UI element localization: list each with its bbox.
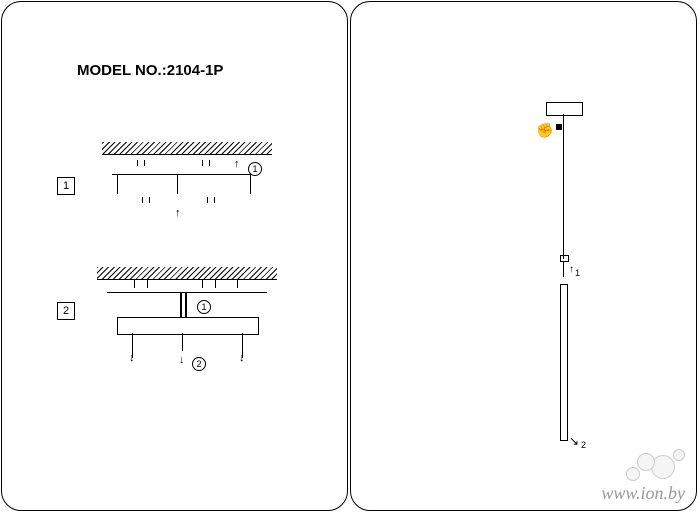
screw [134, 280, 135, 288]
ceiling-hatched-1 [102, 142, 272, 154]
arrow-icon: ↑ [234, 158, 240, 170]
step-2-box: 2 [57, 302, 75, 320]
step2-circle-1: 1 [197, 300, 211, 314]
cable-connector [560, 255, 569, 262]
mount-bar-1 [112, 174, 252, 175]
page2-label-1: 1 [575, 268, 580, 278]
hanger [250, 174, 251, 194]
screw [215, 280, 216, 288]
screw-tick [202, 160, 203, 166]
step-1-box: 1 [57, 177, 75, 195]
page-1: MODEL NO.:2104-1P 1 ↑ 1 ↑ 2 [1, 1, 348, 511]
screw-tick [137, 160, 138, 166]
screw [237, 280, 238, 288]
arrow-icon: ↑ [175, 207, 181, 219]
instruction-pages: MODEL NO.:2104-1P 1 ↑ 1 ↑ 2 [0, 0, 700, 514]
center-stem [180, 292, 182, 317]
mount-bar-2 [107, 292, 267, 293]
curve-arrow-icon: ↘ [569, 434, 579, 448]
ceiling-hatched-2 [97, 267, 277, 279]
canopy-box [117, 317, 259, 335]
ceiling-canopy [546, 102, 583, 116]
arrow-icon: ↑ [569, 264, 574, 275]
tick [142, 197, 143, 203]
tick [149, 197, 150, 203]
hanger [177, 174, 178, 194]
screw [147, 280, 148, 288]
ceiling-line-1 [102, 154, 272, 155]
center-drop [182, 333, 183, 351]
watermark-text: www.ion.by [601, 483, 685, 504]
page-2: ✊ ↑ 1 ↘ 2 [350, 1, 697, 511]
arrow-icon: ↓ [179, 354, 185, 366]
model-number: MODEL NO.:2104-1P [77, 62, 223, 79]
screw [202, 280, 203, 288]
arrow-icon: ↓ [129, 352, 135, 364]
cable [563, 114, 564, 259]
grip-piece [556, 124, 562, 130]
step1-circle-1: 1 [248, 162, 262, 176]
arrow-icon: ↓ [239, 352, 245, 364]
step-2-label: 2 [63, 305, 69, 317]
hanger [117, 174, 118, 194]
center-stem [185, 292, 187, 317]
ceiling-line-2 [97, 279, 277, 280]
screw-tick [209, 160, 210, 166]
tick [207, 197, 208, 203]
hand-icon: ✊ [536, 122, 553, 139]
step-1-label: 1 [63, 180, 69, 192]
tick [214, 197, 215, 203]
step2-circle-2: 2 [192, 357, 206, 371]
lamp-tube [560, 284, 568, 441]
screw-tick [144, 160, 145, 166]
short-cable [563, 262, 564, 277]
page2-label-2: 2 [581, 440, 586, 450]
